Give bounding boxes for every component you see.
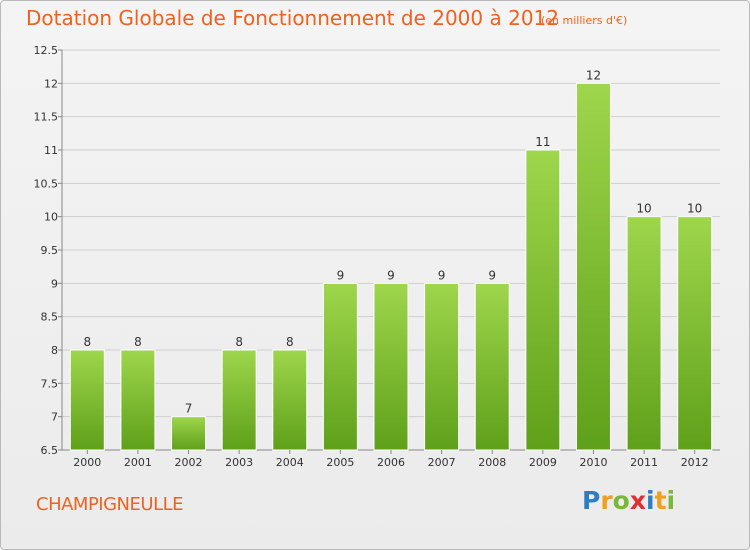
bar-2000 — [69, 349, 105, 451]
y-tick-label: 12 — [44, 77, 58, 90]
bar-2008 — [474, 282, 510, 451]
logo-letter: o — [612, 486, 630, 515]
bars — [69, 82, 713, 451]
bar-2007 — [424, 282, 460, 451]
x-tick-label-2003: 2003 — [225, 456, 253, 469]
x-tick-label-2011: 2011 — [630, 456, 658, 469]
y-tick-labels: 6.5 7 7.5 8 8.5 9 9.5 10 10.5 11 11.5 12 12.5 — [34, 44, 59, 457]
x-tick-label-2006: 2006 — [377, 456, 405, 469]
bar-2003 — [221, 349, 257, 451]
data-label-2002: 7 — [185, 402, 193, 416]
proxiti-logo: Proxiti — [582, 486, 675, 515]
logo-letter: t — [654, 486, 667, 515]
data-label-2006: 9 — [387, 268, 395, 282]
y-tick-label: 8.5 — [41, 311, 59, 324]
bar-2001 — [120, 349, 156, 451]
data-labels: 8 8 7 8 8 9 9 9 9 11 12 10 10 — [83, 68, 702, 415]
y-tick-label: 7 — [51, 411, 58, 424]
bar-2004 — [272, 349, 308, 451]
bar-2005 — [322, 282, 358, 451]
data-label-2000: 8 — [83, 335, 91, 349]
x-tick-label-2004: 2004 — [276, 456, 304, 469]
x-tick-label-2009: 2009 — [529, 456, 557, 469]
y-tick-label: 9.5 — [41, 244, 59, 257]
logo-letter: r — [600, 486, 613, 515]
logo-letter: i — [666, 486, 676, 515]
bar-2006 — [373, 282, 409, 451]
logo-letter: x — [629, 486, 646, 515]
x-tick-label-2008: 2008 — [478, 456, 506, 469]
bar-2010 — [575, 82, 611, 451]
y-tick-label: 10 — [44, 211, 58, 224]
y-tick-label: 6.5 — [41, 444, 59, 457]
y-tick-label: 7.5 — [41, 377, 59, 390]
bar-2012 — [677, 216, 713, 451]
data-label-2009: 11 — [535, 135, 550, 149]
x-tick-label-2012: 2012 — [681, 456, 709, 469]
x-tick-label-2001: 2001 — [124, 456, 152, 469]
data-label-2008: 9 — [488, 268, 496, 282]
logo-letter: i — [646, 486, 655, 515]
y-tick-label: 11 — [44, 144, 58, 157]
data-label-2003: 8 — [235, 335, 243, 349]
y-tick-label: 8 — [51, 344, 58, 357]
y-tick-label: 9 — [51, 277, 58, 290]
x-tick-label-2007: 2007 — [428, 456, 456, 469]
unit-label: (en milliers d'€) — [541, 14, 628, 27]
x-tick-label-2005: 2005 — [326, 456, 354, 469]
bar-2002 — [171, 416, 207, 451]
y-tick-label: 10.5 — [34, 177, 59, 190]
bar-2009 — [525, 149, 561, 451]
chart-title: Dotation Globale de Fonctionnement de 20… — [26, 6, 559, 30]
data-label-2004: 8 — [286, 335, 294, 349]
y-tick-label: 12.5 — [34, 44, 59, 57]
bar-2011 — [626, 216, 662, 451]
y-tick-label: 11.5 — [34, 111, 59, 124]
data-label-2011: 10 — [636, 202, 651, 216]
commune-name: CHAMPIGNEULLE — [36, 494, 184, 515]
data-label-2005: 9 — [337, 268, 345, 282]
data-label-2012: 10 — [687, 202, 702, 216]
x-tick-label-2002: 2002 — [175, 456, 203, 469]
data-label-2007: 9 — [438, 268, 446, 282]
logo-letter: P — [582, 486, 601, 515]
x-tick-labels: 2000 2001 2002 2003 2004 2005 2006 2007 2008 2009… — [73, 450, 709, 469]
data-label-2010: 12 — [586, 68, 601, 82]
x-tick-label-2000: 2000 — [73, 456, 101, 469]
x-tick-label-2010: 2010 — [579, 456, 607, 469]
data-label-2001: 8 — [134, 335, 142, 349]
